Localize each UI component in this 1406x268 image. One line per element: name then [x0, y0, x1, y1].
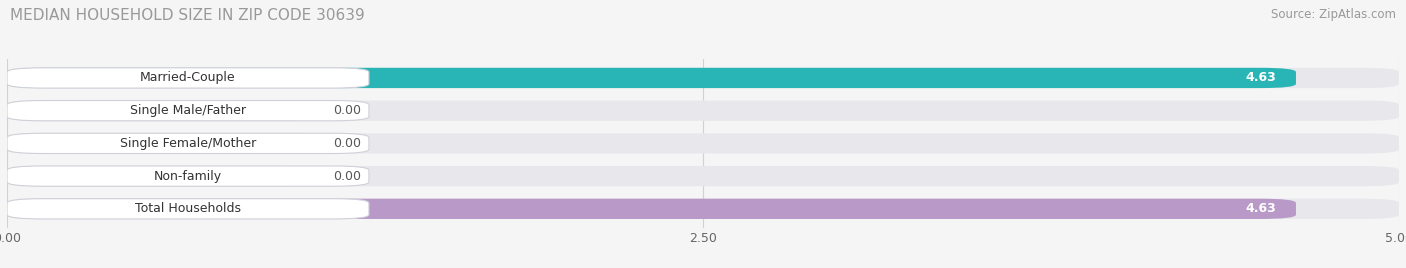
Text: Single Female/Mother: Single Female/Mother — [120, 137, 256, 150]
Text: 4.63: 4.63 — [1246, 72, 1277, 84]
FancyBboxPatch shape — [7, 68, 368, 88]
FancyBboxPatch shape — [7, 68, 1296, 88]
FancyBboxPatch shape — [7, 199, 1296, 219]
Text: Single Male/Father: Single Male/Father — [129, 104, 246, 117]
FancyBboxPatch shape — [7, 100, 1399, 121]
FancyBboxPatch shape — [7, 133, 368, 154]
FancyBboxPatch shape — [7, 133, 314, 154]
FancyBboxPatch shape — [7, 199, 368, 219]
FancyBboxPatch shape — [7, 166, 314, 186]
FancyBboxPatch shape — [7, 166, 1399, 186]
FancyBboxPatch shape — [7, 199, 1399, 219]
Text: Source: ZipAtlas.com: Source: ZipAtlas.com — [1271, 8, 1396, 21]
FancyBboxPatch shape — [7, 100, 314, 121]
FancyBboxPatch shape — [7, 100, 368, 121]
Text: 0.00: 0.00 — [333, 170, 361, 183]
FancyBboxPatch shape — [7, 68, 1399, 88]
Text: 0.00: 0.00 — [333, 104, 361, 117]
Text: Married-Couple: Married-Couple — [141, 72, 236, 84]
Text: 0.00: 0.00 — [333, 137, 361, 150]
Text: Total Households: Total Households — [135, 202, 240, 215]
Text: 4.63: 4.63 — [1246, 202, 1277, 215]
Text: MEDIAN HOUSEHOLD SIZE IN ZIP CODE 30639: MEDIAN HOUSEHOLD SIZE IN ZIP CODE 30639 — [10, 8, 364, 23]
FancyBboxPatch shape — [7, 133, 1399, 154]
Text: Non-family: Non-family — [153, 170, 222, 183]
FancyBboxPatch shape — [7, 166, 368, 186]
